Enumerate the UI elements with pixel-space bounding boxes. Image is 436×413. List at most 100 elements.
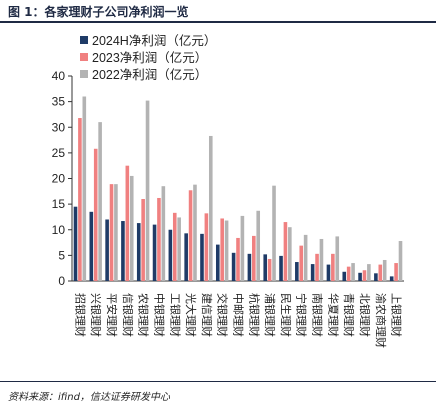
bar-3: [193, 184, 197, 281]
y-tick-label: 10: [52, 223, 66, 237]
bar-1: [295, 262, 299, 281]
bar-2: [172, 212, 177, 281]
bar-2: [362, 270, 367, 281]
bar-3: [319, 238, 324, 281]
category-label: 宁银理财: [295, 293, 309, 337]
y-tick-label: 20: [52, 172, 66, 186]
bar-1: [215, 244, 220, 281]
category-label: 南银理财: [311, 293, 325, 337]
bar-3: [272, 185, 276, 281]
bar-2: [394, 263, 398, 281]
bar-3: [177, 217, 181, 281]
legend-swatch: [80, 70, 88, 78]
category-label: 招银理财: [73, 293, 87, 337]
bar-1: [326, 264, 331, 281]
bar-1: [168, 229, 173, 281]
bar-3: [398, 241, 403, 281]
bar-1: [374, 273, 378, 281]
bar-3: [288, 227, 292, 281]
bar-1: [279, 255, 283, 281]
bar-3: [367, 264, 371, 281]
category-label: 信银理财: [121, 293, 135, 337]
legend-label: 2023净利润（亿元）: [92, 50, 207, 65]
category-label: 交银理财: [216, 293, 230, 337]
figure-title: 图 1：各家理财子公司净利润一览: [8, 5, 189, 19]
bar-2: [188, 190, 193, 281]
category-label: 民生理财: [279, 293, 293, 337]
category-label: 平安理财: [105, 293, 119, 337]
category-label: 兴银理财: [89, 293, 103, 337]
category-label: 渝农商理财: [374, 293, 388, 348]
bar-3: [98, 122, 102, 281]
category-label: 中银理财: [152, 293, 166, 337]
bar-1: [389, 276, 394, 281]
category-label: 浦银理财: [263, 293, 277, 337]
bar-2: [125, 165, 130, 281]
bar-1: [73, 206, 78, 281]
bar-2: [267, 258, 272, 281]
category-label: 北银理财: [358, 293, 372, 337]
category-label: 华夏理财: [326, 293, 340, 337]
bar-2: [78, 118, 82, 282]
title-rule: [0, 21, 436, 23]
bar-1: [342, 271, 347, 281]
bar-2: [109, 184, 114, 281]
footer-rule: [0, 381, 436, 382]
category-label: 上银理财: [390, 293, 404, 337]
category-label: 杭银理财: [247, 293, 261, 337]
y-tick-label: 15: [52, 197, 66, 211]
category-label: 建信理财: [200, 293, 214, 337]
bar-3: [114, 184, 118, 281]
y-tick-label: 25: [52, 146, 66, 160]
bar-2: [346, 266, 351, 281]
bar-1: [263, 254, 268, 281]
bar-3: [161, 186, 166, 281]
y-tick-label: 35: [52, 95, 66, 109]
legend-label: 2024H净利润（亿元）: [92, 33, 216, 48]
bar-2: [204, 213, 209, 281]
bar-3: [335, 236, 340, 281]
y-tick-label: 5: [58, 248, 65, 262]
bar-1: [136, 223, 141, 281]
category-label: 工银理财: [168, 293, 182, 337]
y-tick-label: 30: [52, 120, 66, 134]
bar-2: [283, 222, 288, 281]
category-label: 中邮理财: [232, 293, 246, 337]
y-tick-label: 40: [52, 69, 66, 83]
bar-3: [208, 135, 213, 281]
bar-3: [382, 259, 387, 281]
bar-1: [310, 264, 315, 281]
bar-3: [303, 234, 308, 281]
bar-1: [200, 233, 204, 281]
category-label: 青银理财: [342, 293, 356, 337]
bar-1: [358, 272, 362, 281]
bar-2: [141, 199, 145, 281]
bar-3: [145, 100, 150, 281]
bar-1: [121, 221, 125, 281]
bar-2: [220, 218, 224, 281]
y-tick-label: 0: [58, 274, 65, 288]
bar-3: [224, 220, 229, 281]
legend-label: 2022净利润（亿元）: [92, 67, 207, 82]
bar-chart: 0 5 10 15 20 25 30 35 40 招银理财 兴银理财 平安理财 信银理财 农银理财 中银理财…: [52, 33, 404, 348]
bar-2: [157, 197, 161, 281]
category-label: 农银理财: [137, 293, 151, 337]
bar-2: [331, 253, 335, 281]
bar-2: [378, 264, 383, 281]
bar-2: [93, 148, 98, 281]
bar-1: [231, 252, 236, 281]
legend-swatch: [80, 53, 88, 61]
bar-1: [152, 224, 157, 281]
bar-1: [89, 211, 94, 281]
bar-2: [252, 235, 256, 281]
bar-1: [247, 253, 252, 281]
bar-2: [299, 245, 304, 281]
bar-3: [82, 96, 87, 281]
bar-2: [315, 253, 319, 281]
source-note: 资料来源：ifind，信达证券研发中心: [8, 392, 170, 403]
bar-1: [105, 219, 109, 281]
bar-3: [256, 210, 261, 281]
bar-3: [129, 175, 134, 281]
bar-3: [351, 263, 355, 281]
bar-1: [184, 233, 188, 281]
